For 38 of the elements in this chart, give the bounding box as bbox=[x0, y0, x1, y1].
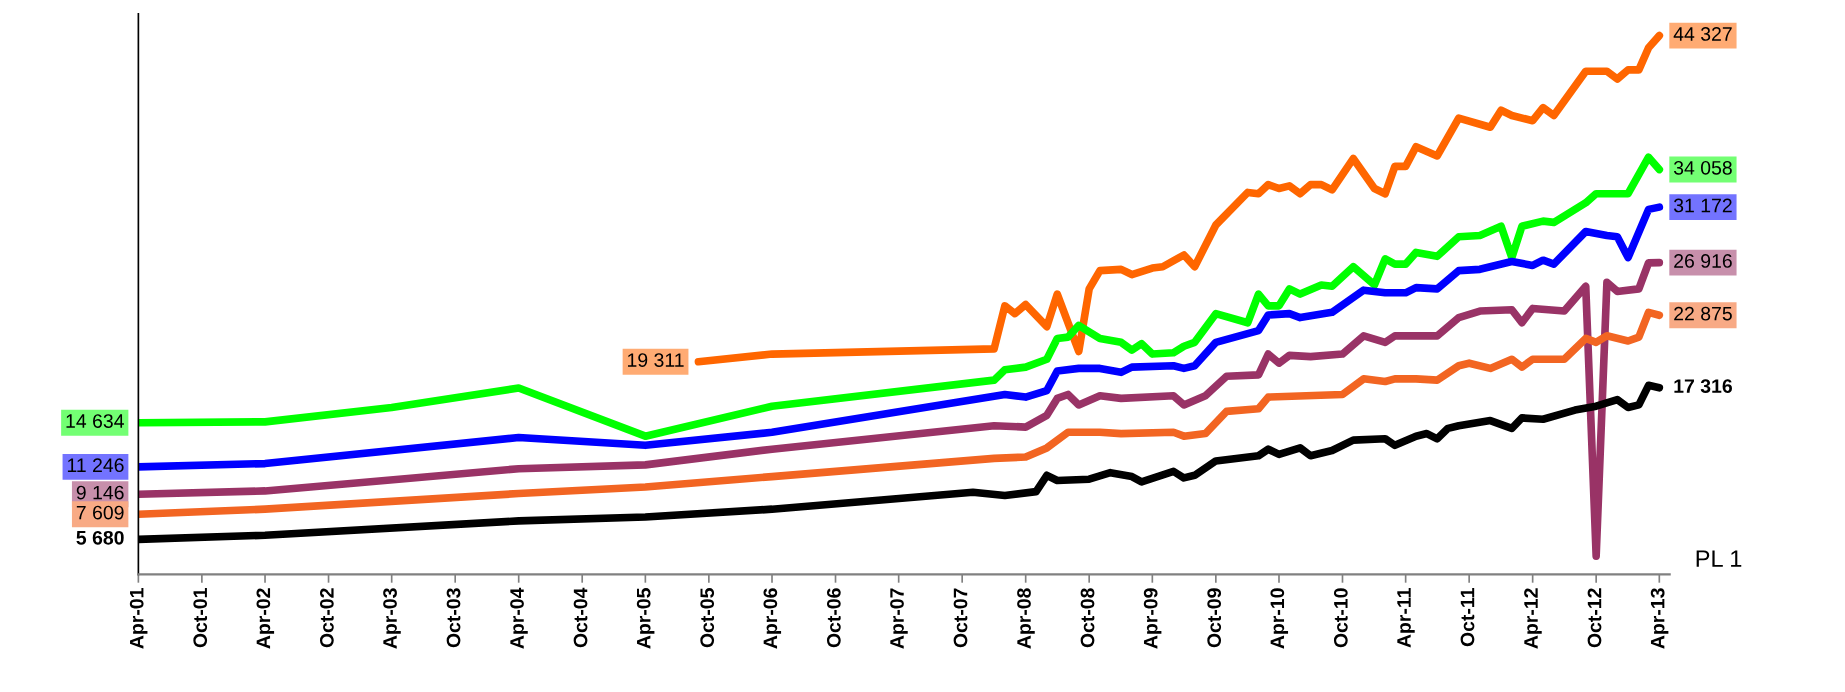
x-tick-label: Apr-10 bbox=[1270, 588, 1289, 649]
data-label: 9 146 bbox=[76, 485, 124, 500]
x-tick-label: Oct-10 bbox=[1333, 588, 1348, 648]
data-label: 11 246 bbox=[67, 458, 124, 473]
data-label: 22 875 bbox=[1674, 306, 1732, 321]
x-tick-label: Oct-08 bbox=[1080, 588, 1095, 648]
text: PL 1 bbox=[1696, 550, 1742, 567]
data-label: 5 680 bbox=[76, 530, 124, 545]
x-tick-label: Apr-11 bbox=[1397, 588, 1415, 648]
data-label: 44 327 bbox=[1673, 27, 1732, 41]
x-tick-label: Apr-07 bbox=[890, 588, 908, 649]
x-tick-label: Oct-01 bbox=[193, 588, 208, 648]
x-tick-label: Apr-03 bbox=[383, 588, 401, 649]
x-tick-label: Apr-13 bbox=[1650, 588, 1669, 649]
x-tick-label: Apr-04 bbox=[510, 587, 528, 649]
x-tick-label: Apr-02 bbox=[256, 588, 275, 649]
x-tick-label: Apr-01 bbox=[129, 588, 148, 649]
data-label: 14 634 bbox=[66, 414, 124, 428]
data-label: 34 058 bbox=[1673, 160, 1732, 175]
x-tick-label: Apr-12 bbox=[1524, 588, 1542, 649]
x-tick-label: Oct-04 bbox=[573, 587, 588, 648]
x-tick-label: Oct-09 bbox=[1207, 588, 1222, 648]
x-tick-label: Oct-03 bbox=[446, 588, 461, 648]
x-tick-label: Apr-05 bbox=[636, 588, 655, 649]
x-tick-label: Oct-12 bbox=[1587, 588, 1602, 648]
data-label: 19 311 bbox=[628, 353, 684, 367]
x-tick-label: Apr-06 bbox=[763, 588, 782, 649]
x-tick-label: Oct-05 bbox=[700, 588, 715, 648]
x-tick-label: Apr-08 bbox=[1017, 588, 1035, 649]
data-label: 7 609 bbox=[76, 505, 124, 520]
x-tick-label: Apr-09 bbox=[1143, 588, 1162, 649]
data-label: 17 316 bbox=[1674, 379, 1732, 393]
data-label: 31 172 bbox=[1673, 198, 1732, 213]
x-tick-label: Oct-11 bbox=[1460, 588, 1475, 647]
x-tick-label: Oct-02 bbox=[319, 588, 334, 648]
x-tick-label: Oct-06 bbox=[826, 588, 841, 648]
data-label: 26 916 bbox=[1674, 254, 1732, 268]
x-tick-label: Oct-07 bbox=[953, 588, 968, 648]
